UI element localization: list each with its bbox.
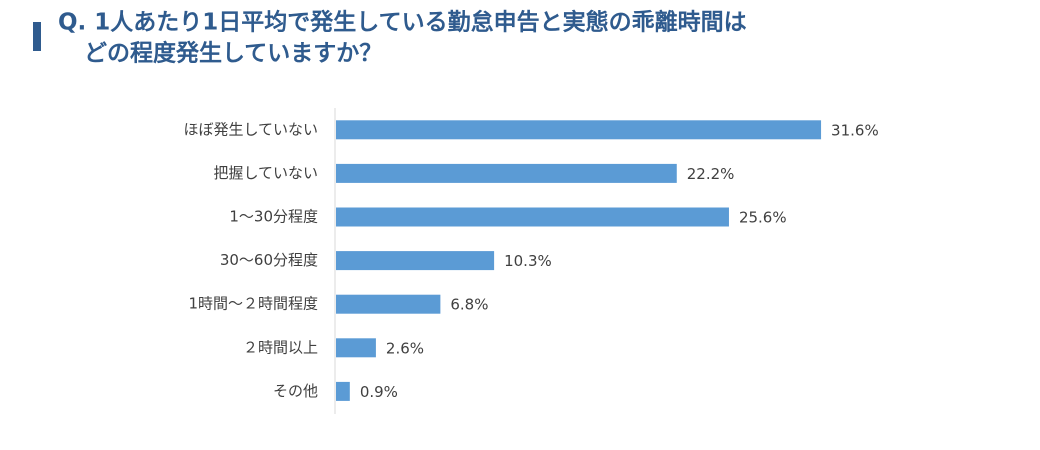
category-label: ほぼ発生していない bbox=[183, 120, 318, 138]
bar bbox=[336, 120, 822, 140]
category-label: 1時間〜２時間程度 bbox=[188, 295, 318, 313]
value-label: 31.6% bbox=[831, 121, 879, 139]
chart-title: Q. 1人あたり1日平均で発生している勤怠申告と実態の乖離時間は bbox=[58, 9, 747, 36]
value-label: 22.2% bbox=[687, 165, 735, 183]
title-marker bbox=[33, 22, 41, 51]
bar bbox=[336, 251, 495, 271]
bar bbox=[336, 207, 729, 227]
chart-title: どの程度発生していますか？ bbox=[84, 40, 382, 67]
bar bbox=[336, 163, 677, 183]
value-label: 10.3% bbox=[504, 252, 552, 270]
bar bbox=[336, 381, 350, 401]
value-label: 6.8% bbox=[450, 296, 488, 314]
category-label: 1〜30分程度 bbox=[229, 208, 318, 226]
bar bbox=[336, 338, 376, 358]
category-label: 30〜60分程度 bbox=[220, 251, 318, 269]
value-label: 25.6% bbox=[739, 209, 787, 227]
category-label: 把握していない bbox=[213, 164, 318, 182]
value-label: 0.9% bbox=[360, 383, 398, 401]
category-label: その他 bbox=[273, 382, 318, 400]
category-label: ２時間以上 bbox=[243, 338, 318, 356]
value-label: 2.6% bbox=[386, 339, 424, 357]
bar bbox=[336, 294, 441, 314]
